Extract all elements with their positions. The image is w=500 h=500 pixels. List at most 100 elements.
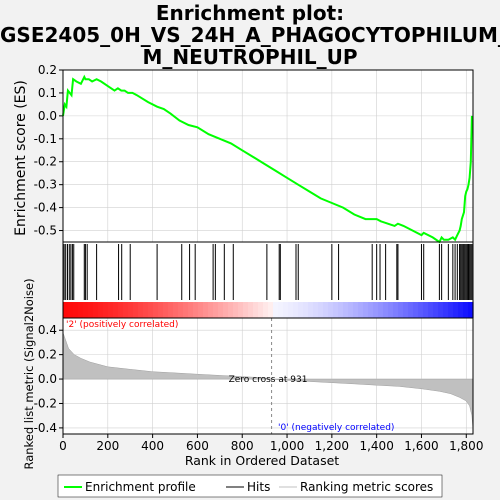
rank-tick-label: 0.4 <box>38 323 57 337</box>
rank-y-ticks: 0.4 0.2 0.0 -0.2 -0.4 <box>34 323 63 435</box>
color-bar-segment <box>193 302 199 318</box>
x-tick-label: 1,800 <box>449 439 483 453</box>
color-bar-segment <box>333 302 339 318</box>
rank-tick-label: -0.4 <box>34 421 57 435</box>
rank-tick-label: -0.2 <box>34 396 57 410</box>
x-tick-label: 400 <box>141 439 164 453</box>
plot-title-line-3: M_NEUTROPHIL_UP <box>142 45 358 69</box>
color-bar-segment <box>103 302 109 318</box>
color-bar-segment <box>413 302 419 318</box>
color-bar-segment <box>78 302 84 318</box>
color-bar-segment <box>83 302 89 318</box>
color-bar-segment <box>378 302 384 318</box>
hit-lines <box>63 244 473 300</box>
color-bar-segment <box>253 302 259 318</box>
color-bar-segment <box>443 302 449 318</box>
color-bar-segment <box>288 302 294 318</box>
color-bar-segment <box>223 302 229 318</box>
enrichment-profile-line <box>62 74 473 244</box>
color-bar-segment <box>358 302 364 318</box>
color-bar-segment <box>228 302 234 318</box>
color-bar-segment <box>213 302 219 318</box>
color-bar-segment <box>183 302 189 318</box>
rank-tick-label: 0.0 <box>38 372 57 386</box>
color-bar-segment <box>243 302 249 318</box>
color-bar-segment <box>123 302 129 318</box>
rank-axis-label: Ranked list metric (Signal2Noise) <box>22 278 36 469</box>
es-tick-label: -0.3 <box>34 178 57 192</box>
es-tick-label: -0.5 <box>34 224 57 238</box>
color-bar-segment <box>328 302 334 318</box>
es-tick-label: -0.2 <box>34 155 57 169</box>
hits-panel-background <box>63 242 473 302</box>
color-bar-segment <box>158 302 164 318</box>
color-bar-segment <box>468 302 474 318</box>
color-bar-segment <box>148 302 154 318</box>
zero-cross-label: Zero cross at 931 <box>229 375 308 385</box>
legend-enrichment-label: Enrichment profile <box>85 480 196 494</box>
color-bar-segment <box>418 302 424 318</box>
color-bar-segment <box>293 302 299 318</box>
x-axis-ticks: 0 200 400 600 800 1,000 1,200 1,400 1,600 1,800 <box>59 434 483 453</box>
color-bar-segment <box>248 302 254 318</box>
color-bar-segment <box>273 302 279 318</box>
color-bar-segment <box>323 302 329 318</box>
color-bar-segment <box>63 302 69 318</box>
color-bar-segment <box>298 302 304 318</box>
color-bar-segment <box>388 302 394 318</box>
color-bar-segment <box>373 302 379 318</box>
x-axis-label: Rank in Ordered Dataset <box>185 453 339 468</box>
color-bar-segment <box>138 302 144 318</box>
plot-title-line-2: GSE2405_0H_VS_24H_A_PHAGOCYTOPHILUM_STI <box>0 23 500 47</box>
color-bar-segment <box>218 302 224 318</box>
color-bar-segment <box>133 302 139 318</box>
color-bar-segment <box>363 302 369 318</box>
rank-tick-label: 0.2 <box>38 348 57 362</box>
color-bar-segment <box>143 302 149 318</box>
color-bar-segment <box>403 302 409 318</box>
color-bar-segment <box>198 302 204 318</box>
color-bar-segment <box>423 302 429 318</box>
x-tick-label: 0 <box>59 439 67 453</box>
color-bar-segment <box>128 302 134 318</box>
color-bar-segment <box>258 302 264 318</box>
color-bar-segment <box>208 302 214 318</box>
color-bar-segment <box>303 302 309 318</box>
color-bar-segment <box>398 302 404 318</box>
x-tick-label: 800 <box>231 439 254 453</box>
x-tick-label: 200 <box>96 439 119 453</box>
es-axis-label: Enrichment score (ES) <box>13 80 29 236</box>
color-bar-segment <box>173 302 179 318</box>
color-bar-segment <box>338 302 344 318</box>
rank-panel-frame <box>62 317 474 435</box>
es-tick-label: 0.2 <box>38 63 57 77</box>
color-bar-segment <box>188 302 194 318</box>
negative-correlation-label: '0' (negatively correlated) <box>278 423 394 433</box>
positive-correlation-label: '2' (positively correlated) <box>66 320 178 330</box>
color-bar-segment <box>278 302 284 318</box>
x-tick-label: 1,400 <box>359 439 393 453</box>
x-tick-label: 1,000 <box>270 439 304 453</box>
correlation-color-bar <box>63 302 474 318</box>
es-y-ticks: 0.2 0.1 0.0 -0.1 -0.2 -0.3 -0.4 -0.5 <box>34 63 63 238</box>
color-bar-segment <box>283 302 289 318</box>
es-tick-label: 0.0 <box>38 109 57 123</box>
color-bar-segment <box>233 302 239 318</box>
color-bar-segment <box>68 302 74 318</box>
color-bar-segment <box>308 302 314 318</box>
color-bar-segment <box>368 302 374 318</box>
x-tick-label: 1,200 <box>315 439 349 453</box>
color-bar-segment <box>313 302 319 318</box>
color-bar-segment <box>268 302 274 318</box>
color-bar-segment <box>263 302 269 318</box>
color-bar-segment <box>438 302 444 318</box>
legend-hits-label: Hits <box>247 480 270 494</box>
color-bar-segment <box>153 302 159 318</box>
color-bar-segment <box>98 302 104 318</box>
legend-ranking-label: Ranking metric scores <box>300 480 433 494</box>
color-bar-segment <box>453 302 459 318</box>
x-tick-label: 1,600 <box>404 439 438 453</box>
color-bar-segment <box>348 302 354 318</box>
color-bar-segment <box>88 302 94 318</box>
